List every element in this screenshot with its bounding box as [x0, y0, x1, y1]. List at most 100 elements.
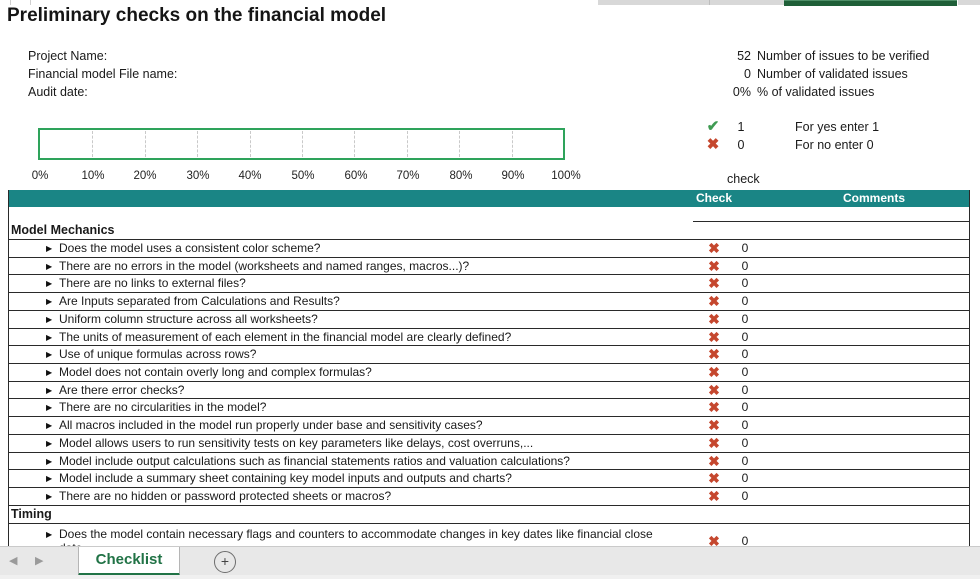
gridline [512, 131, 513, 157]
bullet-icon: ▶ [46, 297, 53, 307]
sheet-tab-bar: ◀ ▶ Checklist + [0, 546, 980, 579]
question-text: Model does not contain overly long and c… [59, 365, 372, 380]
bullet-icon: ▶ [46, 421, 53, 431]
add-sheet-button[interactable]: + [214, 551, 236, 573]
x-mark-icon: ✖ [708, 470, 720, 487]
sheet-nav-right-icon[interactable]: ▶ [35, 555, 44, 567]
checklist-row: ▶ There are no errors in the model (work… [9, 258, 969, 276]
question-text: Model include output calculations such a… [59, 453, 570, 468]
question-text: Does the model uses a consistent color s… [59, 241, 321, 255]
page-title: Preliminary checks on the financial mode… [7, 5, 387, 26]
gridline [197, 131, 198, 157]
x-mark-icon: ✖ [708, 275, 720, 292]
yes-instruction: For yes enter 1 [795, 120, 880, 134]
tick-80: 80% [449, 170, 473, 182]
checklist-row: ▶ Uniform column structure across all wo… [9, 311, 969, 329]
check-value-cell[interactable]: 0 [741, 435, 749, 450]
bullet-icon: ▶ [46, 368, 53, 378]
check-value-cell[interactable]: 0 [741, 258, 749, 273]
bullet-icon: ▶ [46, 350, 53, 360]
empty-row [9, 207, 969, 222]
check-value-cell[interactable]: 0 [741, 471, 749, 486]
x-mark-icon: ✖ [708, 240, 720, 256]
cell-border [693, 221, 969, 222]
checklist-row: ▶ There are no hidden or password protec… [9, 488, 969, 506]
check-value-cell[interactable]: 0 [741, 294, 749, 309]
check-value-cell[interactable]: 0 [741, 418, 749, 433]
audit-date-label: Audit date: [28, 85, 88, 99]
question-text: There are no circularities in the model? [59, 400, 267, 415]
tick-30: 30% [186, 170, 210, 182]
check-value-cell[interactable]: 0 [741, 329, 749, 344]
cutoff-cell [958, 0, 980, 5]
check-value-cell[interactable]: 0 [741, 533, 749, 548]
bullet-icon: ▶ [46, 314, 53, 324]
tick-100: 100% [551, 170, 581, 182]
check-value-cell[interactable]: 0 [741, 453, 749, 468]
checklist-row: ▶ There are no circularities in the mode… [9, 399, 969, 418]
x-mark-icon: ✖ [708, 417, 720, 434]
check-value-cell[interactable]: 0 [741, 276, 749, 291]
tick-50: 50% [291, 170, 315, 182]
x-mark-icon: ✖ [708, 399, 720, 416]
question-text: Use of unique formulas across rows? [59, 347, 257, 362]
check-value-cell[interactable]: 0 [741, 241, 749, 255]
progress-bar-chart [38, 128, 565, 160]
gridline [407, 131, 408, 157]
checklist-row: ▶ Are Inputs separated from Calculations… [9, 293, 969, 311]
question-text: Are there error checks? [59, 382, 185, 397]
no-instruction: For no enter 0 [795, 138, 874, 152]
validated-percent-value: 0% [732, 85, 751, 99]
checkmark-icon: ✔ [706, 118, 720, 135]
checklist-row: ▶ Does the model contain necessary flags… [9, 524, 969, 558]
check-column-note: check [727, 172, 760, 186]
x-mark-icon: ✖ [708, 488, 720, 505]
checklist-row: ▶ All macros included in the model run p… [9, 417, 969, 435]
issues-to-verify-value: 52 [737, 49, 751, 63]
question-text: There are no errors in the model (worksh… [59, 258, 470, 273]
question-text: Uniform column structure across all work… [59, 311, 318, 326]
tab-checklist[interactable]: Checklist [78, 547, 180, 576]
check-value-cell[interactable]: 0 [741, 382, 749, 397]
check-value-cell[interactable]: 0 [741, 400, 749, 415]
checklist-row: ▶ There are no links to external files? … [9, 275, 969, 294]
question-text: Are Inputs separated from Calculations a… [59, 294, 340, 309]
checklist-row: ▶ The units of measurement of each eleme… [9, 329, 969, 347]
x-mark-icon: ✖ [708, 310, 720, 327]
x-mark-icon: ✖ [708, 328, 720, 345]
section-row-model-mechanics: Model Mechanics [9, 222, 969, 240]
x-mark-icon: ✖ [708, 381, 720, 398]
cutoff-cell [710, 0, 785, 5]
tick-60: 60% [344, 170, 368, 182]
gridline [459, 131, 460, 157]
tick-0: 0% [31, 170, 49, 182]
x-mark-icon: ✖ [708, 346, 720, 363]
question-text: Model allows users to run sensitivity te… [59, 435, 534, 450]
checklist-row: ▶ Does the model uses a consistent color… [9, 240, 969, 258]
x-mark-icon: ✖ [708, 293, 720, 310]
gridline [145, 131, 146, 157]
gridline [354, 131, 355, 157]
bullet-icon: ▶ [46, 332, 53, 342]
checklist-table: Check Comments Model Mechanics ▶ Does th… [8, 190, 970, 558]
table-header: Check Comments [9, 190, 969, 207]
checklist-row: ▶ Model allows users to run sensitivity … [9, 435, 969, 453]
check-value-cell[interactable]: 0 [741, 489, 749, 504]
bullet-icon: ▶ [46, 244, 53, 253]
x-mark-icon: ✖ [708, 257, 720, 274]
bullet-icon: ▶ [46, 492, 53, 502]
checklist-row: ▶ Are there error checks? ✖ 0 [9, 382, 969, 400]
comments-column-header: Comments [842, 191, 905, 205]
bullet-icon: ▶ [46, 456, 53, 466]
bullet-icon: ▶ [46, 438, 53, 448]
tick-20: 20% [133, 170, 157, 182]
x-mark-icon: ✖ [708, 452, 720, 469]
checklist-row: ▶ Model does not contain overly long and… [9, 364, 969, 382]
sheet-nav-left-icon[interactable]: ◀ [9, 555, 18, 567]
check-value-cell[interactable]: 0 [741, 365, 749, 380]
check-value-cell[interactable]: 0 [741, 311, 749, 326]
issues-to-verify-label: Number of issues to be verified [757, 49, 930, 63]
x-mark-icon: ✖ [706, 136, 720, 153]
gridline [250, 131, 251, 157]
check-value-cell[interactable]: 0 [741, 347, 749, 362]
